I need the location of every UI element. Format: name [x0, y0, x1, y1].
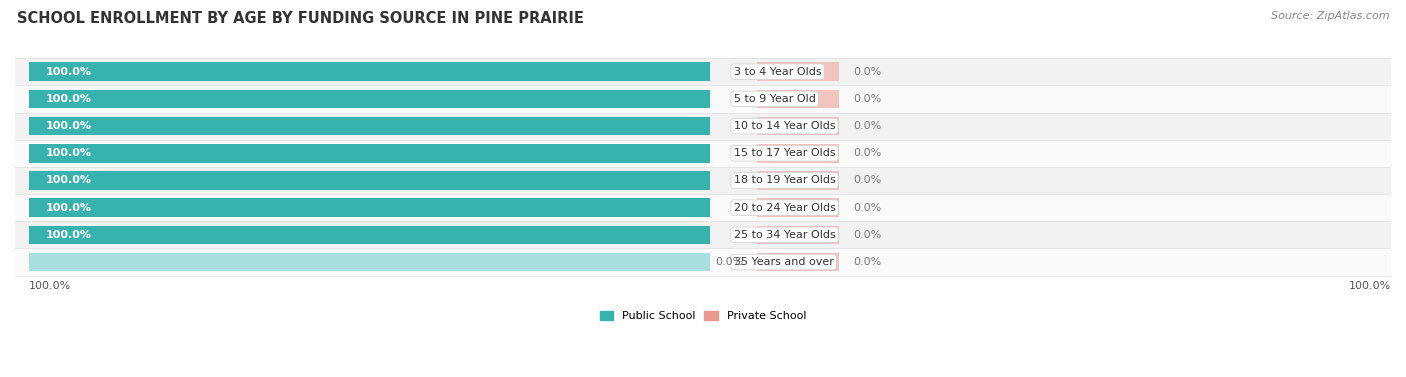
Text: 100.0%: 100.0% — [45, 175, 91, 185]
Bar — [28, 144, 710, 162]
Text: 10 to 14 Year Olds: 10 to 14 Year Olds — [734, 121, 835, 131]
Bar — [15, 85, 1391, 112]
Bar — [758, 63, 839, 81]
Bar — [28, 117, 710, 135]
Bar — [28, 117, 710, 135]
Text: 35 Years and over: 35 Years and over — [734, 257, 834, 267]
Bar — [28, 253, 710, 271]
Text: 100.0%: 100.0% — [45, 203, 91, 213]
Bar — [28, 198, 710, 217]
Bar — [758, 144, 839, 162]
Text: 25 to 34 Year Olds: 25 to 34 Year Olds — [734, 230, 835, 240]
Bar — [28, 90, 710, 108]
Text: 100.0%: 100.0% — [45, 67, 91, 77]
Bar — [758, 198, 839, 217]
Bar — [28, 198, 710, 217]
Text: 15 to 17 Year Olds: 15 to 17 Year Olds — [734, 148, 835, 158]
Text: 3 to 4 Year Olds: 3 to 4 Year Olds — [734, 67, 821, 77]
Text: 0.0%: 0.0% — [853, 203, 882, 213]
Bar — [28, 63, 710, 81]
Text: SCHOOL ENROLLMENT BY AGE BY FUNDING SOURCE IN PINE PRAIRIE: SCHOOL ENROLLMENT BY AGE BY FUNDING SOUR… — [17, 11, 583, 26]
Text: 100.0%: 100.0% — [45, 230, 91, 240]
Text: 100.0%: 100.0% — [1348, 280, 1391, 291]
Text: 0.0%: 0.0% — [853, 67, 882, 77]
Text: 100.0%: 100.0% — [45, 121, 91, 131]
Text: Source: ZipAtlas.com: Source: ZipAtlas.com — [1271, 11, 1389, 21]
Text: 100.0%: 100.0% — [45, 148, 91, 158]
Text: 0.0%: 0.0% — [853, 121, 882, 131]
Bar — [758, 171, 839, 190]
Bar — [28, 225, 710, 244]
Text: 0.0%: 0.0% — [853, 230, 882, 240]
Text: 0.0%: 0.0% — [853, 257, 882, 267]
Text: 0.0%: 0.0% — [853, 94, 882, 104]
Text: 0.0%: 0.0% — [853, 148, 882, 158]
Bar — [15, 112, 1391, 140]
Bar — [28, 225, 710, 244]
Text: 0.0%: 0.0% — [716, 257, 744, 267]
Text: 0.0%: 0.0% — [853, 175, 882, 185]
Bar — [758, 117, 839, 135]
Bar — [15, 167, 1391, 194]
Bar — [28, 144, 710, 162]
Bar — [758, 225, 839, 244]
Bar — [15, 140, 1391, 167]
Bar — [28, 63, 710, 81]
Bar — [28, 171, 710, 190]
Text: 100.0%: 100.0% — [28, 280, 70, 291]
Bar — [15, 221, 1391, 248]
Legend: Public School, Private School: Public School, Private School — [595, 307, 811, 326]
Bar — [28, 90, 710, 108]
Bar — [28, 171, 710, 190]
Bar — [15, 194, 1391, 221]
Text: 20 to 24 Year Olds: 20 to 24 Year Olds — [734, 203, 835, 213]
Text: 5 to 9 Year Old: 5 to 9 Year Old — [734, 94, 815, 104]
Text: 18 to 19 Year Olds: 18 to 19 Year Olds — [734, 175, 835, 185]
Bar — [15, 248, 1391, 276]
Bar — [758, 253, 839, 271]
Bar — [15, 58, 1391, 85]
Bar — [758, 90, 839, 108]
Text: 100.0%: 100.0% — [45, 94, 91, 104]
